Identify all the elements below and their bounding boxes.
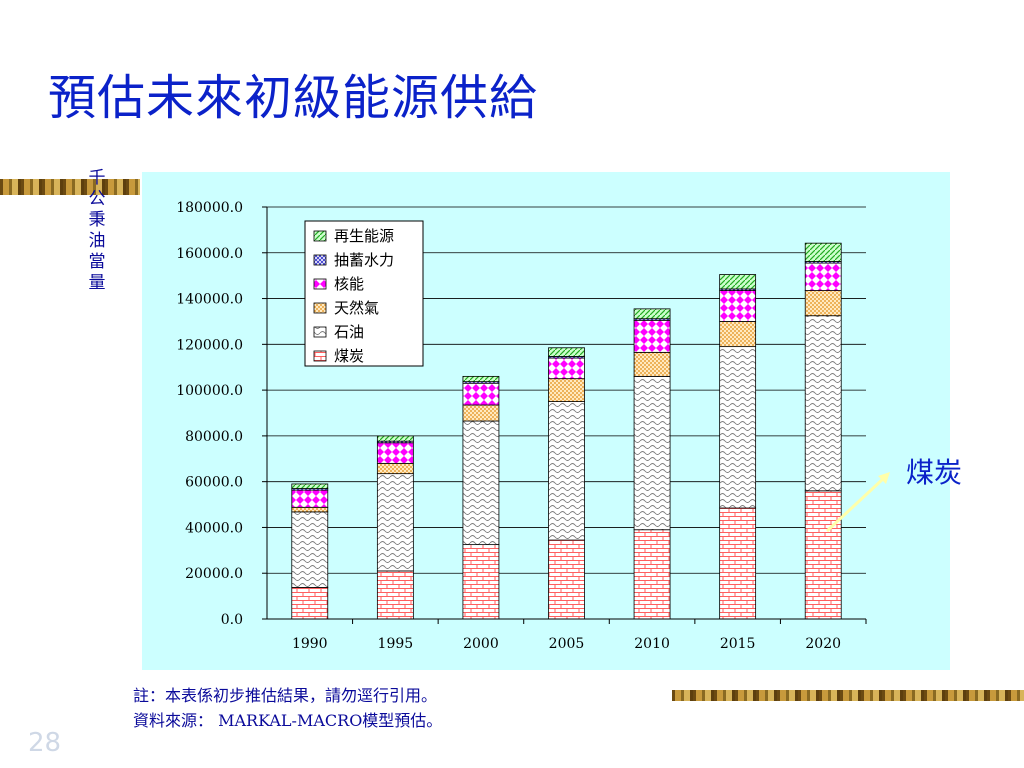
footnote-line-2: 資料來源： MARKAL-MACRO模型預估。 xyxy=(133,711,443,730)
legend-swatch xyxy=(313,326,327,338)
bar-segment-wave xyxy=(719,346,757,509)
bar-segment-diamond xyxy=(719,290,757,322)
bar-segment-wave xyxy=(548,401,585,541)
legend-swatch xyxy=(313,302,327,314)
y-tick-label: 40000.0 xyxy=(185,520,243,536)
bar-segment-diamond xyxy=(804,262,842,291)
x-tick-label: 2000 xyxy=(463,636,499,652)
x-tick-label: 1995 xyxy=(378,636,414,652)
bar-segment-wave xyxy=(291,511,329,588)
y-tick-label: 140000.0 xyxy=(176,292,243,308)
legend-label: 再生能源 xyxy=(334,227,394,245)
legend-label: 核能 xyxy=(334,275,364,293)
legend-label: 煤炭 xyxy=(334,347,364,365)
y-tick-label: 120000.0 xyxy=(176,337,243,353)
legend-swatch xyxy=(313,278,327,290)
bar-segment-brick xyxy=(376,570,414,620)
bar-segment-diag xyxy=(719,274,757,290)
legend-label: 石油 xyxy=(334,323,364,341)
bar-segment-diag xyxy=(548,347,585,357)
legend-swatch xyxy=(313,230,327,242)
bar-segment-diag xyxy=(633,308,671,320)
x-tick-label: 2015 xyxy=(720,636,756,652)
bar-segment-brick xyxy=(462,544,500,620)
x-tick-label: 1990 xyxy=(292,636,328,652)
y-tick-label: 80000.0 xyxy=(185,429,243,445)
page-number: 28 xyxy=(28,728,62,758)
legend-label: 抽蓄水力 xyxy=(334,251,394,269)
bar-segment-dots xyxy=(291,506,329,513)
decorative-bar-left xyxy=(0,179,140,195)
bar-segment-brick xyxy=(291,587,329,620)
footnote-line-1: 註：本表係初步推估結果，請勿逕行引用。 xyxy=(133,686,438,705)
bar-segment-dots xyxy=(719,321,757,348)
legend-swatch xyxy=(313,350,327,362)
bar-segment-wave xyxy=(462,420,500,546)
y-tick-label: 100000.0 xyxy=(176,383,243,399)
callout-arrowhead xyxy=(878,472,890,484)
y-tick-label: 0.0 xyxy=(221,612,243,628)
y-tick-label: 160000.0 xyxy=(176,246,243,262)
x-tick-label: 2005 xyxy=(549,636,585,652)
bar-segment-brick xyxy=(548,539,585,620)
bar-segment-diamond xyxy=(548,357,585,380)
decorative-bar-right xyxy=(672,690,1024,701)
bar-segment-diag xyxy=(804,242,842,262)
bar-segment-diamond xyxy=(291,489,329,508)
bar-segment-diamond xyxy=(633,319,671,353)
callout-arrow xyxy=(825,476,886,533)
legend-box xyxy=(304,220,424,367)
y-tick-label: 180000.0 xyxy=(176,200,243,216)
bar-segment-dots xyxy=(633,351,671,377)
y-tick-label: 20000.0 xyxy=(185,566,243,582)
bar-segment-dots xyxy=(462,404,500,422)
bar-segment-dots xyxy=(804,290,842,317)
footnote: 註：本表係初步推估結果，請勿逕行引用。 資料來源： MARKAL-MACRO模型… xyxy=(133,683,442,733)
x-tick-label: 2010 xyxy=(634,636,670,652)
bar-segment-wave xyxy=(804,315,842,492)
callout-label: 煤炭 xyxy=(906,456,963,489)
bar-segment-brick xyxy=(719,507,757,620)
legend-label: 天然氣 xyxy=(334,299,379,317)
bar-segment-diag xyxy=(291,483,329,489)
bar-segment-diag xyxy=(462,375,500,383)
bar-segment-diag xyxy=(376,435,414,442)
y-tick-label: 60000.0 xyxy=(185,475,243,491)
y-axis-unit-label: 千公秉油當量 xyxy=(88,168,106,293)
bar-segment-wave xyxy=(376,473,414,572)
bar-segment-brick xyxy=(633,529,671,620)
bar-segment-dots xyxy=(548,378,585,402)
bar-segment-wave xyxy=(633,375,671,531)
bar-segment-diamond xyxy=(376,442,414,464)
slide-title: 預估未來初級能源供給 xyxy=(48,70,539,126)
bar-segment-diamond xyxy=(462,382,500,406)
x-tick-label: 2020 xyxy=(805,636,841,652)
bar-segment-brick xyxy=(804,490,842,620)
bar-segment-dots xyxy=(376,462,414,475)
legend-swatch xyxy=(313,254,327,266)
